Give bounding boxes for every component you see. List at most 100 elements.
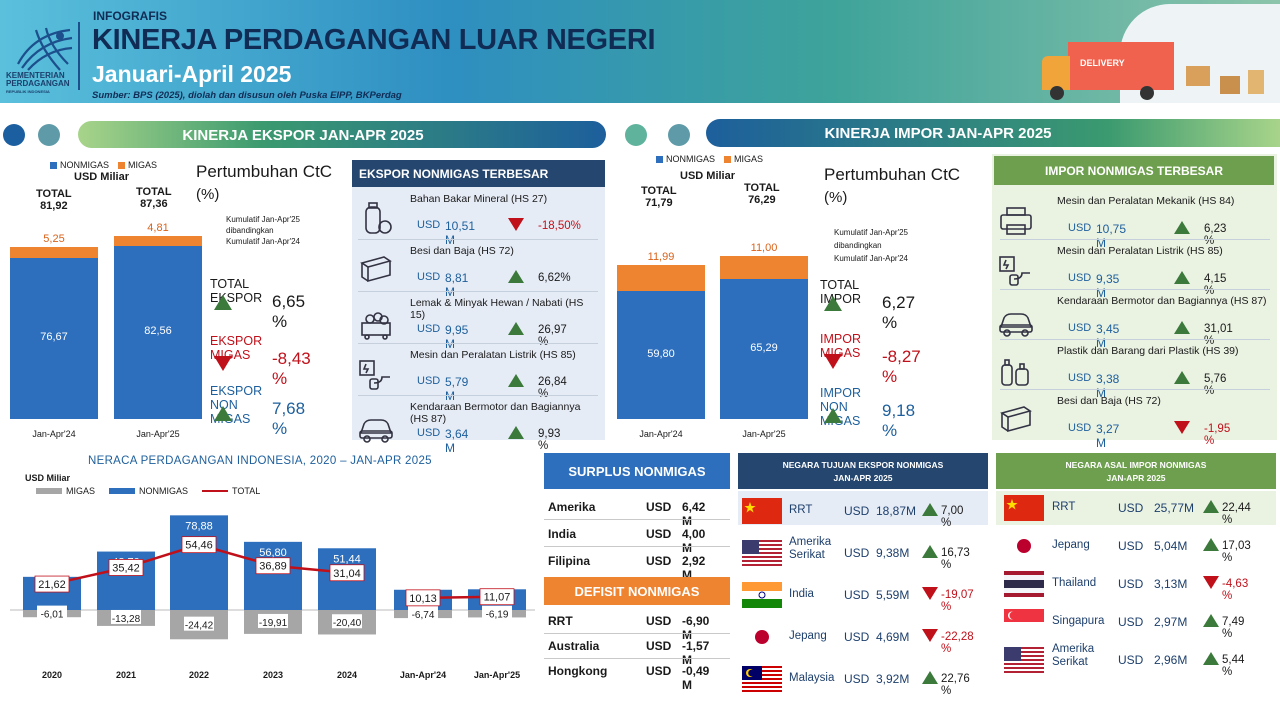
- ekspor-banner: [78, 121, 606, 148]
- arrow-up-icon: [922, 503, 938, 516]
- row-value: 2,92 M: [682, 554, 706, 582]
- top-item-currency: USD: [1068, 322, 1092, 334]
- arrow-down-icon: [824, 354, 842, 369]
- ekspor-total-2: TOTAL 87,36: [136, 186, 172, 210]
- bar-nonmigas: [10, 257, 98, 419]
- top-item-currency: USD: [1068, 272, 1092, 284]
- row-value: 6,42 M: [682, 500, 706, 528]
- country-growth: 7,49 %: [1222, 616, 1245, 640]
- ekspor-growth-note: Kumulatif Jan-Apr'25 dibandingkan Kumulati…: [226, 215, 301, 246]
- impor-unit: USD Miliar: [680, 170, 736, 182]
- row-currency: USD: [646, 500, 672, 514]
- arrow-up-icon: [1174, 221, 1190, 234]
- top-item-currency: USD: [417, 219, 441, 231]
- bar-nonmigas-label: 82,56: [144, 325, 172, 338]
- arrow-up-icon: [1203, 614, 1219, 627]
- top-item-value: 9,35 M: [1096, 272, 1120, 300]
- row-country: RRT: [548, 614, 573, 628]
- cardboard-box-icon: [1220, 76, 1240, 94]
- row-divider: [544, 519, 730, 520]
- neraca-category-label: 2023: [263, 670, 283, 680]
- top-item-divider: [1000, 239, 1270, 240]
- top-item-name: Besi dan Baja (HS 72): [410, 245, 514, 257]
- top-item-name: Lemak & Minyak Hewan / Nabati (HS 15): [410, 297, 584, 321]
- row-divider: [544, 658, 730, 659]
- top-item-divider: [358, 343, 598, 344]
- kemendag-logo-icon: [17, 27, 73, 71]
- top-item-currency: USD: [1068, 422, 1092, 434]
- bar-migas: [720, 255, 808, 280]
- arrow-up-icon: [214, 406, 232, 421]
- country-name: Thailand: [1052, 577, 1097, 589]
- growth-value: 6,65 %: [272, 292, 306, 331]
- neraca-total-label: 35,42: [112, 562, 140, 574]
- bar-category-label: Jan-Apr'24: [32, 429, 76, 439]
- usa-flag-icon: [742, 540, 782, 566]
- top-item-name: Mesin dan Peralatan Listrik (HS 85): [1057, 245, 1223, 257]
- top-item-growth: 6,23 %: [1204, 223, 1227, 247]
- arrow-up-icon: [824, 296, 842, 311]
- neraca-chart: 27,63-6,01202048,70-13,28202178,88-24,42…: [10, 515, 535, 680]
- neraca-total-label-bg: [329, 564, 365, 582]
- row-value: -1,57 M: [682, 639, 710, 667]
- top-item-currency: USD: [417, 427, 441, 439]
- palm-fruit-icon: [361, 312, 391, 340]
- country-currency: USD: [844, 504, 870, 518]
- country-value: 2,96M: [1154, 653, 1188, 667]
- bar-migas-label: 11,00: [750, 241, 778, 254]
- row-currency: USD: [646, 664, 672, 678]
- top-item-growth: 4,15 %: [1204, 273, 1227, 297]
- country-currency: USD: [1118, 539, 1144, 553]
- growth-value: 9,18 %: [882, 401, 916, 440]
- row-country: Filipina: [548, 554, 590, 568]
- country-value: 25,77M: [1154, 501, 1195, 515]
- top-item-value: 3,64 M: [445, 427, 469, 455]
- country-growth: 7,00 %: [941, 505, 964, 529]
- header-divider: [78, 22, 80, 90]
- car-icon: [359, 419, 393, 443]
- impor-top-panel: [992, 154, 1277, 440]
- top-item-name: Kendaraan Bermotor dan Bagiannya (HS 87): [410, 401, 581, 425]
- country-value: 3,13M: [1154, 577, 1188, 591]
- country-name: Singapura: [1052, 615, 1105, 627]
- country-name: Amerika Serikat: [789, 536, 832, 561]
- india-flag-icon: [742, 582, 782, 608]
- neraca-legend: MIGAS NONMIGAS TOTAL: [36, 486, 260, 496]
- country-growth: 17,03 %: [1222, 540, 1251, 564]
- country-name: RRT: [1052, 501, 1076, 513]
- top-item-divider: [1000, 389, 1270, 390]
- asal-title: NEGARA ASAL IMPOR NONMIGAS JAN-APR 2025: [996, 453, 1276, 489]
- country-currency: USD: [1118, 615, 1144, 629]
- arrow-up-icon: [1203, 538, 1219, 551]
- ekspor-legend: NONMIGAS MIGAS: [50, 160, 157, 170]
- decor-dot: [38, 124, 60, 146]
- bottles-icon: [1001, 359, 1029, 386]
- top-item-currency: USD: [1068, 222, 1092, 234]
- row-currency: USD: [646, 527, 672, 541]
- arrow-up-icon: [824, 408, 842, 423]
- neraca-migas-label-bg: [111, 609, 141, 624]
- arrow-down-icon: [214, 356, 232, 371]
- country-currency: USD: [844, 630, 870, 644]
- usa-flag-icon: [1004, 647, 1044, 673]
- ekspor-top-panel: [352, 160, 605, 440]
- tujuan-title: NEGARA TUJUAN EKSPOR NONMIGAS JAN-APR 202…: [738, 453, 988, 489]
- legend-swatch-nonmigas: [50, 161, 57, 169]
- country-currency: USD: [1118, 653, 1144, 667]
- truck-cabin-icon: [1042, 56, 1070, 90]
- neraca-migas-label-bg: [332, 614, 362, 629]
- arrow-down-icon: [922, 587, 938, 600]
- top-item-growth: 26,97 %: [538, 324, 567, 348]
- arrow-up-icon: [508, 426, 524, 439]
- neraca-migas-label-bg: [482, 605, 512, 620]
- country-value: 5,04M: [1154, 539, 1188, 553]
- ekspor-banner-title: KINERJA EKSPOR JAN-APR 2025: [182, 127, 424, 144]
- truck-box-icon: [1068, 42, 1174, 90]
- neraca-migas-label: -13,28: [112, 614, 141, 625]
- country-value: 4,69M: [876, 630, 910, 644]
- neraca-migas-label-bg: [258, 613, 288, 628]
- top-item-name: Bahan Bakar Mineral (HS 27): [410, 193, 548, 205]
- bar-nonmigas-label: 76,67: [40, 331, 68, 344]
- top-item-currency: USD: [1068, 372, 1092, 384]
- japan-flag-icon: [742, 624, 782, 650]
